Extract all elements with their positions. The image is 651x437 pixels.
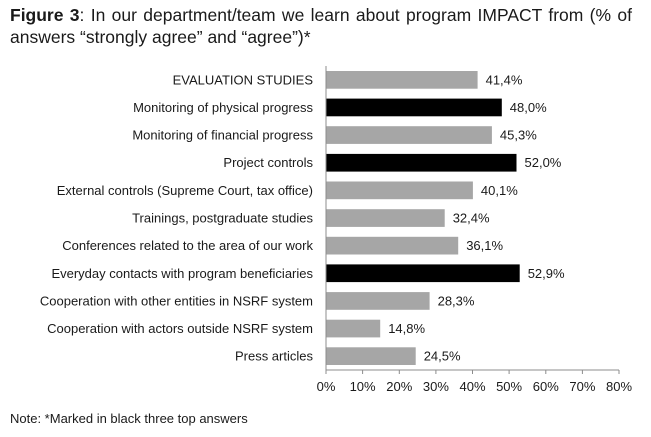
- bar-9: [326, 319, 381, 338]
- bar-6: [326, 236, 459, 255]
- value-label-10: 24,5%: [424, 349, 461, 364]
- figure-title-text: : In our department/team we learn about …: [10, 5, 632, 47]
- value-label-7: 52,9%: [528, 266, 565, 281]
- value-label-1: 48,0%: [510, 100, 547, 115]
- value-label-2: 45,3%: [500, 128, 537, 143]
- category-label-6: Conferences related to the area of our w…: [62, 238, 313, 253]
- category-label-9: Cooperation with actors outside NSRF sys…: [47, 321, 313, 336]
- bar-3: [326, 153, 517, 172]
- bar-4: [326, 181, 473, 200]
- figure-title: Figure 3: In our department/team we lear…: [10, 4, 632, 48]
- category-label-4: External controls (Supreme Court, tax of…: [57, 183, 313, 198]
- bar-0: [326, 71, 478, 89]
- x-tick-label-0: 0%: [317, 379, 336, 394]
- value-label-4: 40,1%: [481, 183, 518, 198]
- category-label-10: Press articles: [235, 349, 314, 364]
- value-label-3: 52,0%: [525, 155, 562, 170]
- figure-label: Figure 3: [10, 5, 80, 25]
- value-label-5: 32,4%: [453, 211, 490, 226]
- category-label-7: Everyday contacts with program beneficia…: [51, 266, 313, 281]
- bar-1: [326, 98, 502, 117]
- value-label-6: 36,1%: [466, 238, 503, 253]
- category-label-8: Cooperation with other entities in NSRF …: [40, 293, 313, 308]
- bar-10: [326, 347, 416, 365]
- bar-7: [326, 264, 520, 283]
- x-tick-label-7: 70%: [569, 379, 595, 394]
- x-tick-label-2: 20%: [386, 379, 412, 394]
- x-tick-label-4: 40%: [459, 379, 485, 394]
- bar-5: [326, 209, 445, 227]
- value-label-9: 14,8%: [388, 321, 425, 336]
- footnote: Note: *Marked in black three top answers: [10, 411, 248, 426]
- x-tick-label-5: 50%: [496, 379, 522, 394]
- category-label-2: Monitoring of financial progress: [132, 128, 313, 143]
- category-label-0: EVALUATION STUDIES: [173, 72, 314, 87]
- x-tick-label-1: 10%: [350, 379, 376, 394]
- category-label-5: Trainings, postgraduate studies: [132, 211, 313, 226]
- x-tick-label-3: 30%: [423, 379, 449, 394]
- category-label-1: Monitoring of physical progress: [133, 100, 313, 115]
- category-label-3: Project controls: [223, 155, 313, 170]
- value-label-0: 41,4%: [486, 72, 523, 87]
- value-label-8: 28,3%: [438, 293, 475, 308]
- bar-8: [326, 292, 430, 310]
- x-tick-label-8: 80%: [606, 379, 632, 394]
- x-tick-label-6: 60%: [533, 379, 559, 394]
- bar-2: [326, 126, 492, 144]
